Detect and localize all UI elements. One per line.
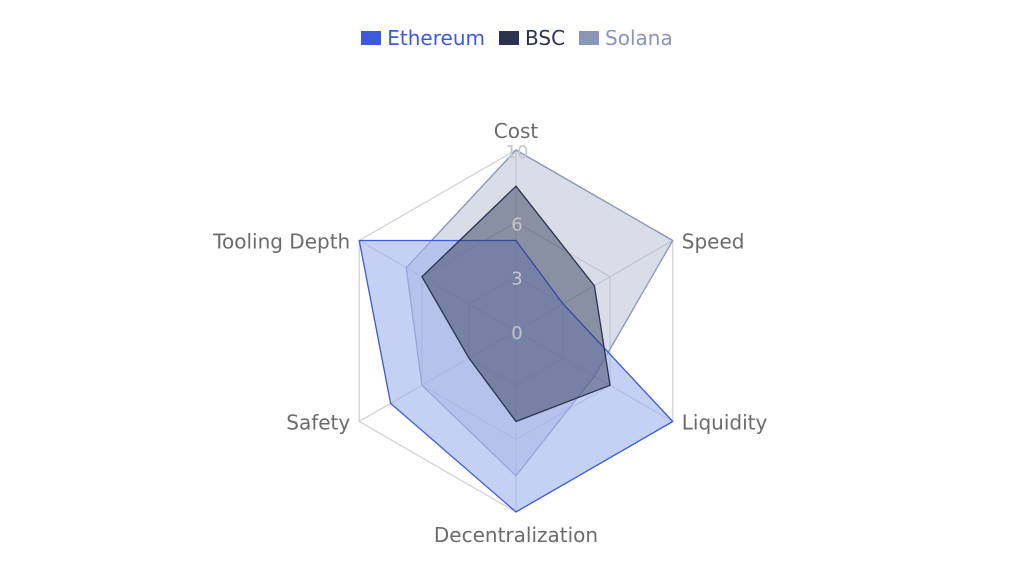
legend-label-bsc: BSC bbox=[525, 26, 566, 50]
legend-swatch-bsc bbox=[499, 31, 519, 45]
radar-series bbox=[358, 149, 674, 513]
series-area-bsc[interactable] bbox=[421, 185, 611, 423]
radial-tick-label: 10 bbox=[506, 142, 529, 163]
legend-item-ethereum[interactable]: Ethereum bbox=[361, 26, 485, 50]
legend-swatch-solana bbox=[579, 31, 600, 45]
radial-ticks: 0 3 6 10 bbox=[506, 142, 529, 344]
axis-label-speed: Speed bbox=[682, 230, 745, 254]
axis-label-decentralization: Decentralization bbox=[434, 523, 598, 547]
legend: Ethereum BSC Solana bbox=[0, 26, 1034, 50]
legend-swatch-ethereum bbox=[361, 31, 382, 45]
radial-tick-label: 3 bbox=[511, 269, 522, 290]
axis-label-safety: Safety bbox=[286, 411, 350, 435]
axis-label-tooling-depth: Tooling Depth bbox=[212, 230, 350, 254]
legend-label-ethereum: Ethereum bbox=[387, 26, 485, 50]
axis-labels: Cost Speed Liquidity Decentralization Safety… bbox=[212, 119, 767, 547]
radial-tick-label: 0 bbox=[511, 323, 522, 344]
legend-item-bsc[interactable]: BSC bbox=[499, 26, 565, 50]
series-area-ethereum[interactable] bbox=[358, 239, 674, 513]
legend-label-solana: Solana bbox=[605, 26, 673, 50]
axis-label-liquidity: Liquidity bbox=[682, 411, 768, 435]
legend-item-solana[interactable]: Solana bbox=[579, 26, 673, 50]
radial-tick-label: 6 bbox=[511, 214, 522, 235]
axis-label-cost: Cost bbox=[494, 119, 539, 143]
